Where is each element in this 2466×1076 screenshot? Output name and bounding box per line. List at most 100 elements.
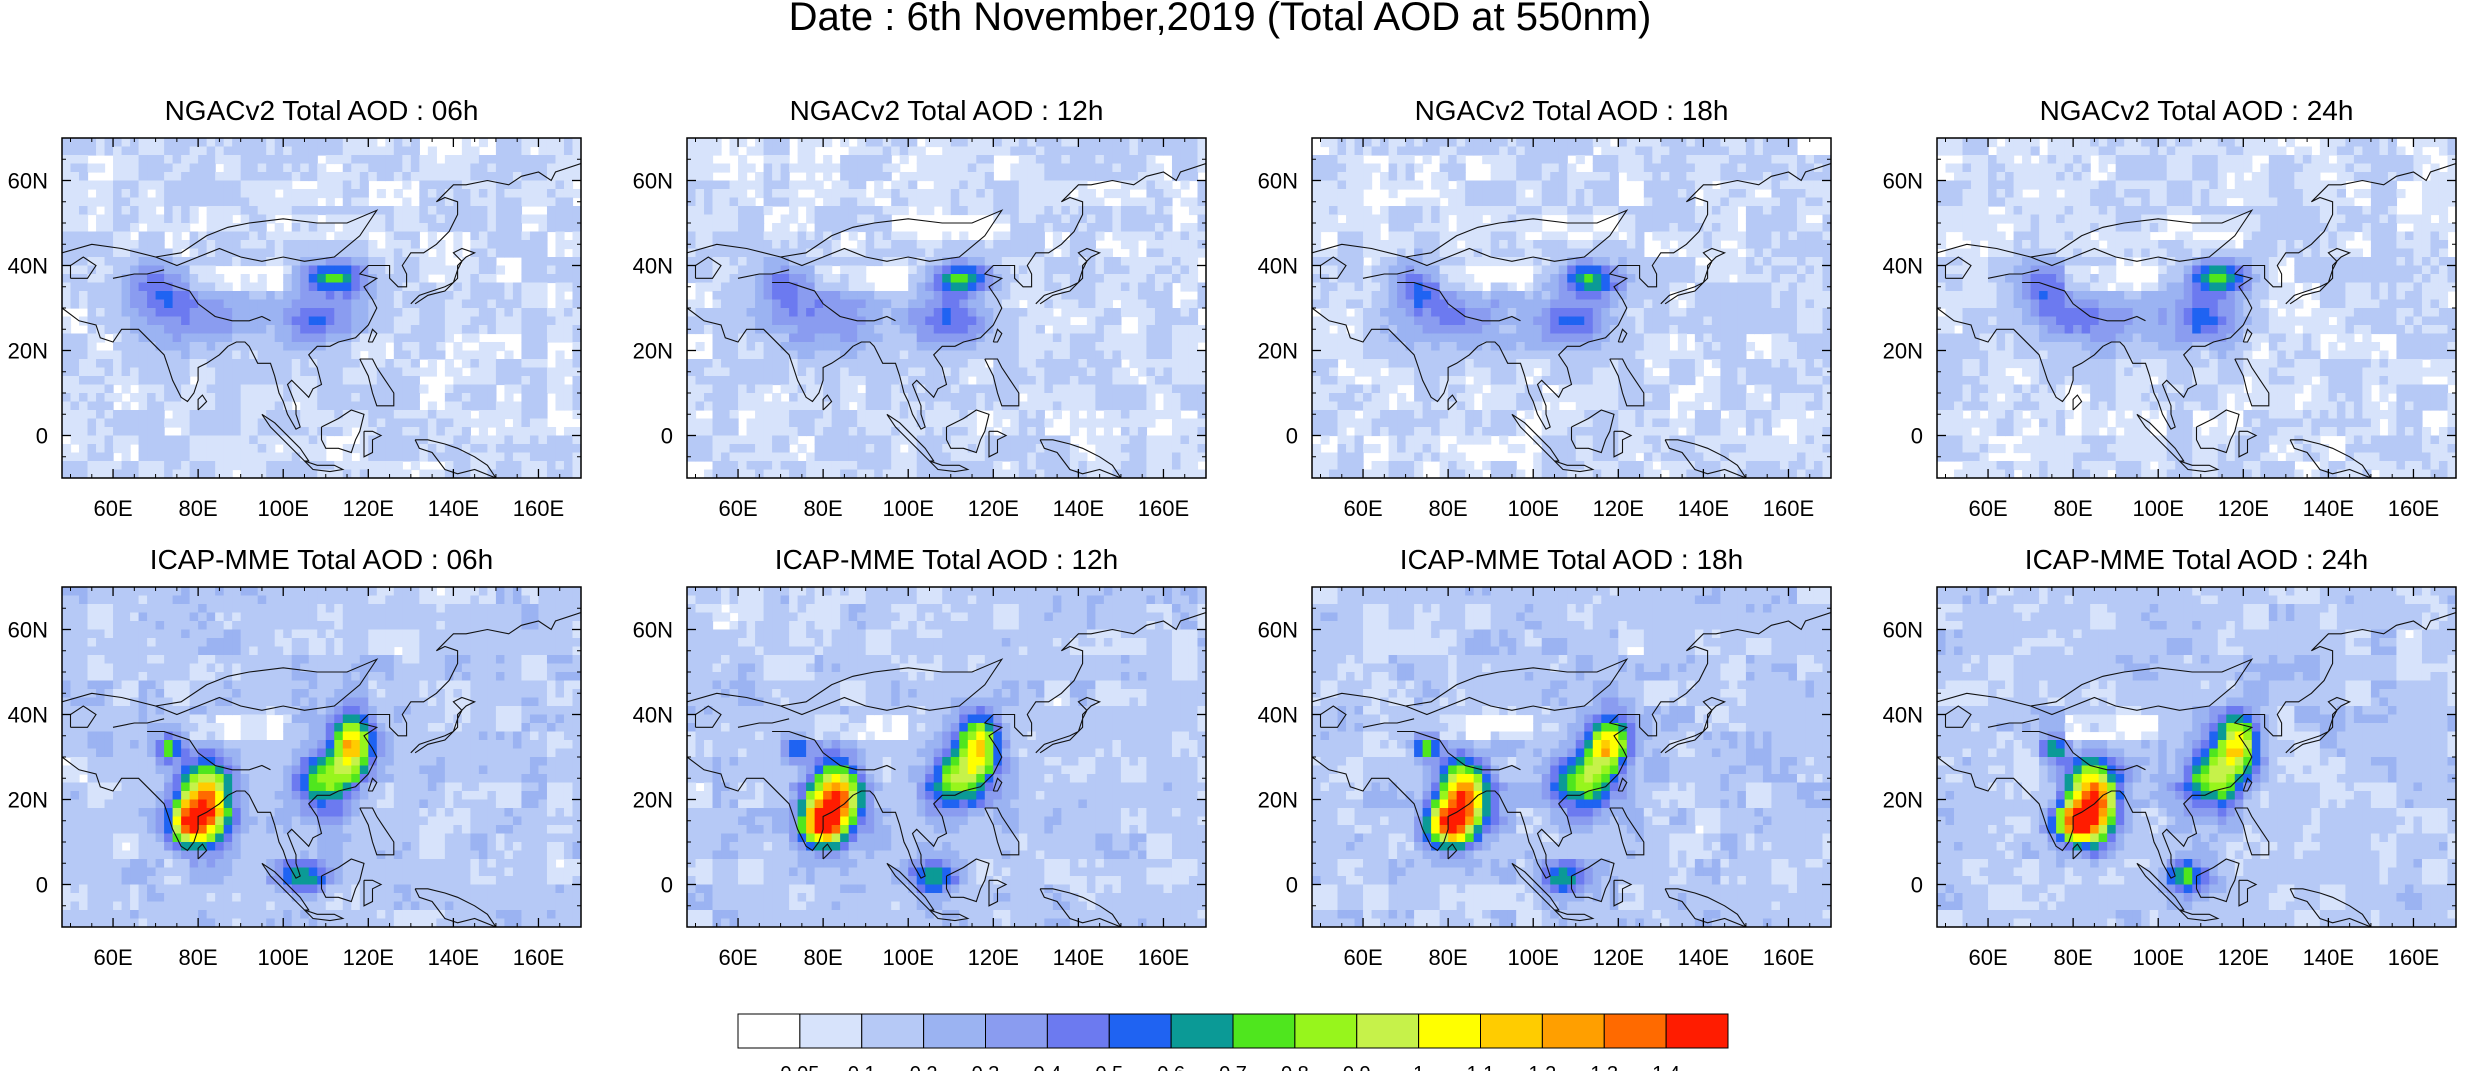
aod-cell: [300, 334, 309, 343]
aod-cell: [1155, 274, 1164, 283]
aod-cell: [942, 453, 951, 462]
aod-cell: [883, 393, 892, 402]
aod-cell: [1197, 470, 1206, 479]
aod-cell: [1457, 181, 1466, 190]
aod-cell: [1146, 470, 1155, 479]
aod-cell: [934, 317, 943, 326]
aod-cell: [122, 189, 131, 198]
aod-cell: [883, 232, 892, 241]
aod-cell: [470, 172, 479, 181]
aod-cell: [538, 359, 547, 368]
aod-cell: [1061, 351, 1070, 360]
aod-cell: [917, 147, 926, 156]
aod-cell: [1138, 155, 1147, 164]
aod-cell: [487, 249, 496, 258]
aod-cell: [453, 232, 462, 241]
aod-cell: [572, 266, 581, 275]
aod-cell: [215, 436, 224, 445]
aod-cell: [428, 215, 437, 224]
aod-cell: [538, 334, 547, 343]
aod-cell: [806, 147, 815, 156]
aod-cell: [1070, 147, 1079, 156]
aod-cell: [1053, 181, 1062, 190]
aod-cell: [959, 300, 968, 309]
aod-cell: [1138, 461, 1147, 470]
aod-cell: [1095, 444, 1104, 453]
aod-cell: [139, 436, 148, 445]
aod-cell: [538, 427, 547, 436]
aod-cell: [798, 393, 807, 402]
aod-cell: [419, 266, 428, 275]
aod-cell: [1002, 444, 1011, 453]
aod-cell: [1189, 249, 1198, 258]
aod-cell: [696, 300, 705, 309]
aod-cell: [1121, 189, 1130, 198]
aod-cell: [385, 240, 394, 249]
aod-cell: [1389, 189, 1398, 198]
aod-cell: [840, 334, 849, 343]
aod-cell: [470, 283, 479, 292]
aod-cell: [504, 155, 513, 164]
aod-cell: [1053, 410, 1062, 419]
aod-cell: [1044, 359, 1053, 368]
aod-cell: [258, 393, 267, 402]
aod-cell: [309, 427, 318, 436]
aod-cell: [479, 308, 488, 317]
aod-cell: [1440, 138, 1449, 147]
aod-cell: [275, 232, 284, 241]
aod-cell: [1027, 359, 1036, 368]
aod-cell: [283, 181, 292, 190]
aod-cell: [360, 359, 369, 368]
aod-cell: [1112, 266, 1121, 275]
aod-cell: [1465, 147, 1474, 156]
aod-cell: [1121, 444, 1130, 453]
aod-cell: [687, 181, 696, 190]
aod-cell: [547, 155, 556, 164]
aod-cell: [696, 172, 705, 181]
aod-cell: [908, 444, 917, 453]
aod-cell: [249, 232, 258, 241]
aod-cell: [164, 257, 173, 266]
aod-cell: [874, 393, 883, 402]
aod-cell: [496, 155, 505, 164]
aod-cell: [1163, 410, 1172, 419]
aod-cell: [687, 206, 696, 215]
aod-cell: [806, 172, 815, 181]
aod-cell: [917, 325, 926, 334]
aod-cell: [1729, 147, 1738, 156]
aod-cell: [394, 164, 403, 173]
aod-cell: [309, 155, 318, 164]
aod-cell: [1112, 155, 1121, 164]
aod-cell: [547, 266, 556, 275]
aod-cell: [1087, 436, 1096, 445]
aod-cell: [1104, 283, 1113, 292]
aod-cell: [79, 266, 88, 275]
aod-cell: [317, 317, 326, 326]
aod-cell: [224, 257, 233, 266]
aod-cell: [1593, 172, 1602, 181]
aod-cell: [317, 249, 326, 258]
aod-cell: [1087, 427, 1096, 436]
aod-cell: [79, 300, 88, 309]
aod-cell: [993, 283, 1002, 292]
aod-cell: [292, 300, 301, 309]
aod-cell: [891, 300, 900, 309]
aod-cell: [198, 427, 207, 436]
aod-cell: [1010, 215, 1019, 224]
aod-cell: [445, 172, 454, 181]
aod-cell: [343, 376, 352, 385]
aod-cell: [96, 376, 105, 385]
aod-cell: [419, 427, 428, 436]
aod-cell: [891, 351, 900, 360]
aod-cell: [555, 393, 564, 402]
aod-cell: [798, 266, 807, 275]
aod-cell: [198, 444, 207, 453]
aod-cell: [173, 164, 182, 173]
aod-cell: [866, 291, 875, 300]
aod-cell: [687, 138, 696, 147]
aod-cell: [1095, 351, 1104, 360]
aod-cell: [1087, 359, 1096, 368]
aod-cell: [521, 181, 530, 190]
aod-cell: [1146, 249, 1155, 258]
aod-cell: [1112, 453, 1121, 462]
